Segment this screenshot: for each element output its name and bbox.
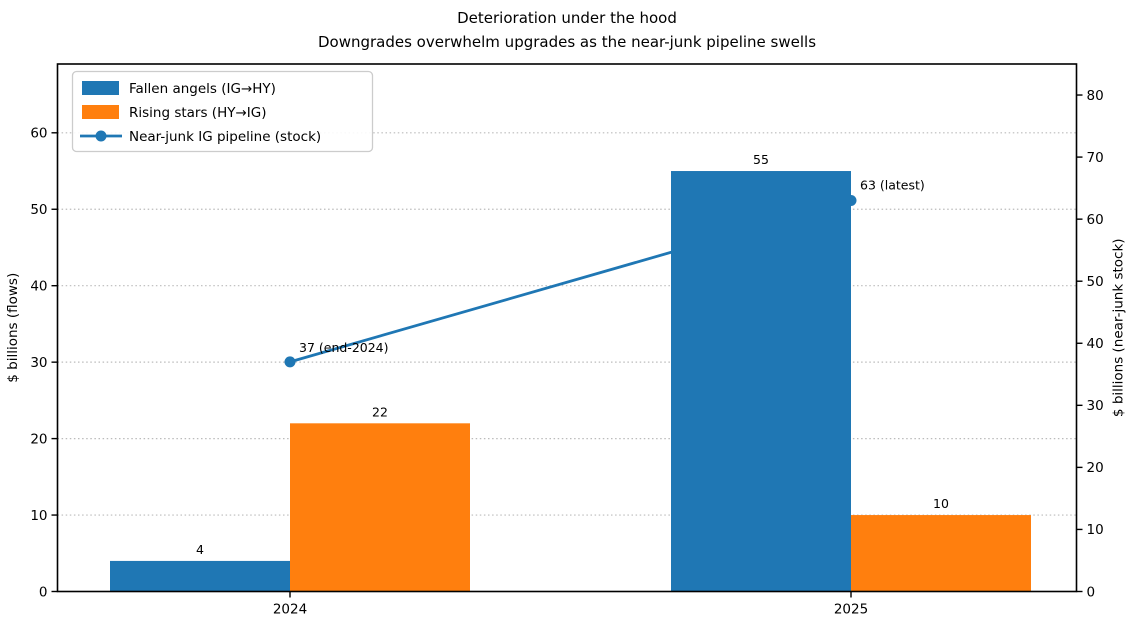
- legend-label: Fallen angels (IG→HY): [129, 81, 276, 97]
- bar-rising-stars-2024: [290, 423, 470, 592]
- right-tick-label: 50: [1087, 274, 1104, 290]
- left-tick-label: 50: [30, 202, 47, 218]
- legend-label: Rising stars (HY→IG): [129, 105, 267, 121]
- right-tick-label: 20: [1087, 460, 1104, 476]
- bar-value-label: 10: [933, 496, 949, 511]
- legend-label: Near-junk IG pipeline (stock): [129, 129, 321, 145]
- bar-value-label: 55: [753, 152, 769, 167]
- legend-marker-sample: [95, 130, 107, 142]
- bar-fallen-angels-2024: [110, 560, 290, 592]
- left-tick-label: 20: [30, 431, 47, 447]
- right-tick-label: 70: [1087, 150, 1104, 166]
- pipeline-annotation: 37 (end-2024): [299, 340, 389, 355]
- plot-frame: [56, 63, 1078, 593]
- bar-rising-stars-2025: [851, 515, 1031, 592]
- pipeline-marker-2024: [284, 356, 296, 368]
- bar-value-label: 4: [196, 542, 204, 557]
- bar-value-label: 22: [372, 404, 388, 419]
- chart-title-line-2: Downgrades overwhelm upgrades as the nea…: [318, 33, 816, 51]
- right-tick-label: 10: [1087, 522, 1104, 538]
- right-tick-label: 60: [1087, 212, 1104, 228]
- right-tick-label: 80: [1087, 88, 1104, 104]
- x-tick-label: 2024: [273, 602, 307, 618]
- legend-swatch: [82, 81, 119, 95]
- right-tick-label: 0: [1087, 584, 1096, 600]
- left-tick-label: 40: [30, 279, 47, 295]
- legend-swatch: [82, 105, 119, 119]
- right-tick-label: 30: [1087, 398, 1104, 414]
- bar-fallen-angels-2025: [671, 171, 851, 592]
- left-tick-label: 60: [30, 126, 47, 142]
- left-tick-label: 10: [30, 508, 47, 524]
- chart-title-line-1: Deterioration under the hood: [457, 9, 677, 27]
- x-tick-label: 2025: [834, 602, 868, 618]
- left-axis-label: $ billions (flows): [5, 273, 21, 383]
- pipeline-annotation: 63 (latest): [860, 178, 925, 193]
- left-tick-label: 30: [30, 355, 47, 371]
- right-axis-label: $ billions (near-junk stock): [1111, 238, 1127, 417]
- left-tick-label: 0: [39, 584, 48, 600]
- legend-box: [71, 70, 374, 153]
- right-tick-label: 40: [1087, 336, 1104, 352]
